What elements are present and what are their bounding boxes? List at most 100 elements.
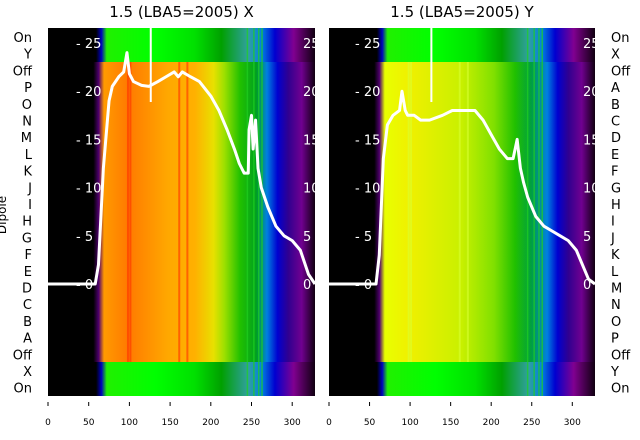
row-label: P [24, 81, 32, 96]
y-tick-label-right: 0 [583, 278, 591, 293]
row-label: X [23, 365, 32, 380]
row-label: B [23, 315, 32, 330]
y-tick-label: - 20 [76, 85, 101, 100]
x-tick-label: 300 [564, 418, 581, 428]
spectrum-heatmap [329, 62, 595, 362]
y-tick-label: - 5 [76, 230, 93, 245]
y-tick-label: - 25 [76, 37, 101, 52]
row-label: F [25, 248, 32, 263]
bottom-band [329, 362, 595, 396]
row-label: Y [610, 365, 619, 380]
row-label: I [611, 215, 615, 230]
row-label: J [27, 181, 32, 196]
y-tick-label-right: 5 [303, 230, 311, 245]
row-label: On [14, 31, 32, 46]
row-label: On [611, 31, 629, 46]
x-tick-label: 300 [284, 418, 301, 428]
x-tick-label: 250 [523, 418, 540, 428]
rfi-column [541, 28, 543, 396]
rfi-column [407, 62, 410, 362]
row-label: A [611, 81, 620, 96]
row-label: K [611, 248, 620, 263]
top-band [48, 28, 315, 62]
top-band [329, 28, 595, 62]
rfi-column [129, 62, 132, 362]
rfi-column [538, 28, 540, 396]
y-tick-label-right: 5 [583, 230, 591, 245]
spike-line [430, 28, 433, 102]
row-label: M [21, 131, 32, 146]
row-label: M [611, 282, 622, 297]
y-tick-label-right: 10 [583, 182, 600, 197]
row-label: L [611, 265, 619, 280]
rfi-column [186, 62, 189, 362]
y-tick-label-right: 20 [583, 85, 600, 100]
spectrum-heatmap [48, 62, 315, 362]
row-label: P [611, 332, 619, 347]
row-label: On [611, 382, 629, 397]
rfi-column [410, 62, 413, 362]
row-label: X [611, 48, 620, 63]
row-label: B [611, 98, 620, 113]
row-label: J [610, 231, 615, 246]
row-label: Y [23, 48, 32, 63]
y-tick-label: - 10 [355, 182, 380, 197]
power-curve [48, 51, 317, 286]
y-tick-label: - 10 [76, 182, 101, 197]
x-tick-label: 150 [162, 418, 179, 428]
x-tick-label: 0 [45, 418, 51, 428]
row-label: Off [13, 348, 33, 363]
rfi-column [526, 28, 529, 396]
rfi-column [458, 62, 461, 362]
row-label: I [28, 198, 32, 213]
row-label: Off [13, 64, 33, 79]
row-label: N [611, 298, 621, 313]
y-tick-label: - 20 [355, 85, 380, 100]
row-label: H [22, 215, 32, 230]
x-tick-label: 50 [83, 418, 95, 428]
y-axis-label: Dipole [0, 196, 9, 234]
row-label: O [22, 98, 32, 113]
x-tick-label: 200 [202, 418, 219, 428]
row-label: A [23, 332, 32, 347]
y-tick-label-right: 25 [583, 37, 600, 52]
row-label: C [23, 298, 32, 313]
y-tick-label-right: 10 [303, 182, 320, 197]
spike-line [149, 28, 152, 102]
rfi-column [178, 62, 181, 362]
rfi-column [253, 28, 255, 396]
row-label: Off [611, 348, 631, 363]
x-tick-label: 0 [326, 418, 332, 428]
row-label: K [23, 165, 32, 180]
row-label: L [25, 148, 33, 163]
y-tick-label-right: 25 [303, 37, 320, 52]
y-tick-label-right: 15 [583, 133, 600, 148]
y-tick-label: - 15 [76, 133, 101, 148]
row-label: G [611, 181, 621, 196]
row-label: E [611, 148, 619, 163]
panel-title: 1.5 (LBA5=2005) Y [390, 3, 534, 21]
y-tick-label: - 5 [355, 230, 372, 245]
x-tick-label: 50 [364, 418, 376, 428]
row-label: F [611, 165, 618, 180]
y-tick-label: - 25 [355, 37, 380, 52]
row-label: D [22, 282, 32, 297]
y-tick-label-right: 15 [303, 133, 320, 148]
row-label: H [611, 198, 621, 213]
x-tick-label: 200 [483, 418, 500, 428]
rfi-column [466, 62, 469, 362]
rfi-column [246, 28, 249, 396]
y-tick-label-right: 0 [303, 278, 311, 293]
x-tick-label: 100 [402, 418, 419, 428]
power-curve [329, 89, 596, 286]
row-label: C [611, 115, 620, 130]
row-label: G [22, 231, 32, 246]
panel-title: 1.5 (LBA5=2005) X [109, 3, 254, 21]
row-label: O [611, 315, 621, 330]
row-label: E [24, 265, 32, 280]
rfi-column [126, 62, 129, 362]
row-label: N [22, 115, 32, 130]
row-label: Off [611, 64, 631, 79]
rfi-column [258, 28, 260, 396]
